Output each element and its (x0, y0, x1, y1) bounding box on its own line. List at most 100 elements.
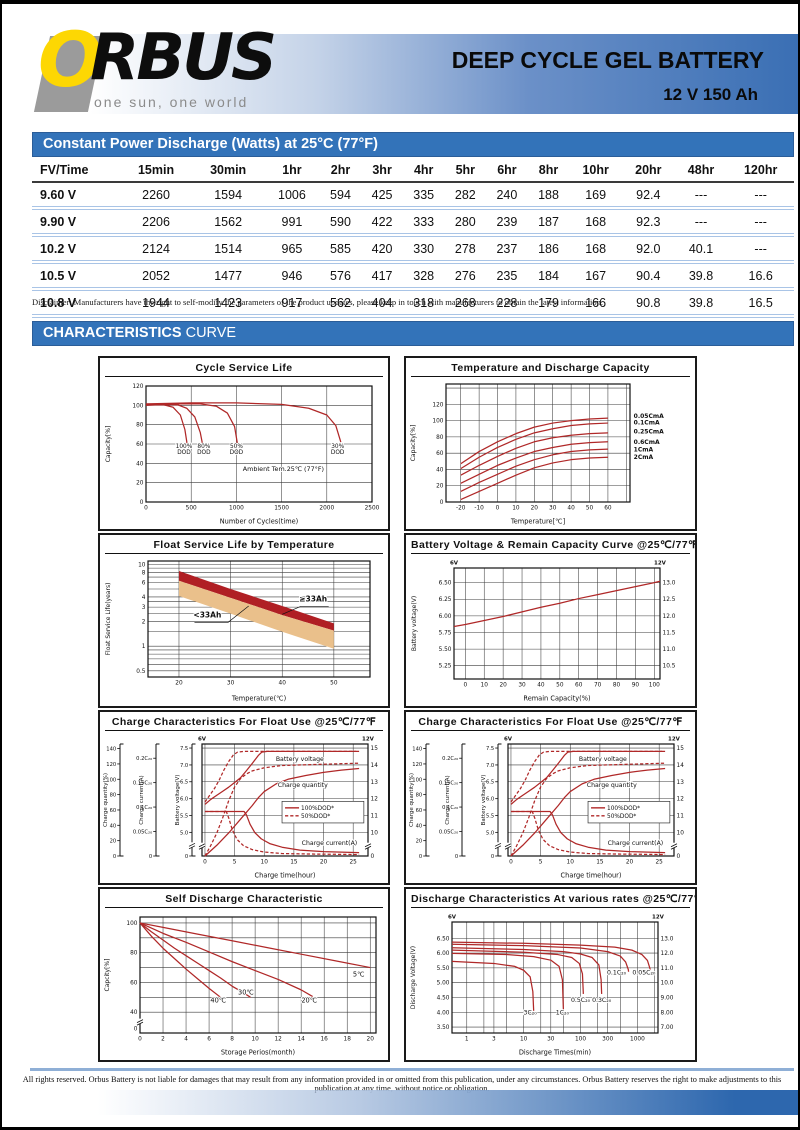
svg-text:0.2C₂₀: 0.2C₂₀ (136, 756, 152, 762)
svg-text:5.25: 5.25 (439, 664, 452, 670)
table-cell: 2260 (142, 188, 170, 202)
table-cell: 1477 (214, 269, 243, 283)
svg-text:10: 10 (481, 683, 489, 689)
table-cell: 333 (413, 215, 435, 229)
svg-text:70: 70 (594, 683, 602, 689)
svg-text:0: 0 (140, 500, 144, 506)
svg-text:10: 10 (371, 830, 379, 836)
svg-text:1000: 1000 (630, 1037, 645, 1043)
svg-text:Charge quantity(%): Charge quantity(%) (409, 773, 415, 827)
svg-text:6V: 6V (450, 561, 459, 567)
svg-text:50: 50 (586, 506, 594, 512)
svg-text:Temperature(℃): Temperature(℃) (231, 695, 286, 703)
column-header: 8hr (538, 163, 559, 177)
svg-text:Ambient Tem.25℃ (77°F): Ambient Tem.25℃ (77°F) (243, 465, 324, 473)
svg-text:6.0: 6.0 (180, 797, 188, 803)
self-discharge-chart: Self Discharge Characteristic 0 2 4 6 8 10 12 1… (98, 887, 390, 1062)
svg-text:300: 300 (602, 1037, 613, 1043)
column-header: 48hr (687, 163, 715, 177)
svg-text:120: 120 (132, 384, 143, 390)
table-cell: 39.8 (688, 269, 714, 283)
svg-text:10: 10 (138, 562, 146, 568)
table-cell: --- (694, 215, 708, 229)
svg-text:60: 60 (130, 980, 138, 986)
svg-text:25: 25 (655, 860, 663, 866)
svg-text:2CmA: 2CmA (634, 454, 654, 461)
svg-text:10: 10 (677, 830, 685, 836)
svg-text:1500: 1500 (274, 506, 289, 512)
svg-text:20: 20 (436, 484, 444, 490)
column-header: 5hr (455, 163, 476, 177)
svg-text:6.0: 6.0 (486, 797, 494, 803)
chart-title: Charge Characteristics For Float Use @25… (411, 712, 690, 731)
svg-text:80: 80 (110, 793, 117, 799)
table-cell: 39.8 (688, 296, 714, 310)
table-cell: 167 (585, 269, 607, 283)
table-cell: 240 (496, 188, 518, 202)
svg-text:2500: 2500 (365, 506, 380, 512)
table-cell: 9.60 V (40, 188, 77, 202)
svg-text:1: 1 (142, 644, 146, 650)
svg-text:0.1CmA: 0.1CmA (634, 420, 660, 427)
table-row: 9.60 V 2260 1594 1006 594 425 335 282 240 188 169 9… (32, 182, 794, 208)
svg-text:30: 30 (518, 683, 526, 689)
table-cell: 90.4 (636, 269, 661, 283)
svg-text:0.25CmA: 0.25CmA (634, 429, 664, 436)
svg-text:30: 30 (549, 506, 557, 512)
table-cell: --- (754, 188, 767, 202)
svg-text:6: 6 (207, 1037, 211, 1043)
svg-text:3.50: 3.50 (437, 1025, 450, 1031)
svg-text:3: 3 (492, 1037, 496, 1043)
chart-canvas: 20 30 40 50 0.5 1 2 3 4 6 8 10 Temperature(℃) Float S… (105, 560, 371, 703)
svg-text:Charge current(A): Charge current(A) (608, 840, 664, 847)
svg-text:100: 100 (432, 419, 443, 425)
charts-grid: Cycle Service Life 0 500 1000 1500 2000 2500 0… (98, 356, 697, 1062)
svg-text:1CmA: 1CmA (634, 447, 654, 454)
table-cell: 92.4 (636, 188, 661, 202)
svg-text:4.00: 4.00 (437, 1010, 450, 1016)
svg-text:15: 15 (596, 860, 604, 866)
svg-text:5.50: 5.50 (437, 966, 450, 972)
svg-text:8.00: 8.00 (661, 1010, 674, 1016)
table-cell: 10.5 V (40, 269, 77, 283)
table-cell: 946 (281, 269, 303, 283)
svg-text:20: 20 (531, 506, 539, 512)
svg-text:13.0: 13.0 (661, 936, 674, 942)
svg-text:15: 15 (290, 860, 298, 866)
svg-text:60: 60 (110, 808, 117, 814)
table-cell: 576 (330, 269, 351, 283)
svg-text:Charge quantity: Charge quantity (587, 782, 637, 789)
table-cell: 282 (454, 188, 476, 202)
svg-text:0.05C₂₀: 0.05C₂₀ (439, 830, 458, 836)
chart-title: Discharge Characteristics At various rat… (411, 889, 695, 908)
svg-text:7.00: 7.00 (661, 1025, 674, 1031)
table-cell: 1423 (214, 296, 243, 310)
svg-text:7.5: 7.5 (486, 746, 494, 752)
table-cell: 562 (330, 296, 351, 310)
svg-text:60: 60 (604, 506, 612, 512)
svg-text:Battery voltage: Battery voltage (276, 756, 324, 763)
table-cell: 168 (585, 215, 607, 229)
svg-text:0: 0 (371, 854, 375, 860)
svg-text:100%DOD: 100% DOD (176, 444, 193, 456)
table-cell: 235 (496, 269, 518, 283)
table-cell: 186 (538, 242, 559, 256)
svg-text:500: 500 (186, 506, 197, 512)
svg-text:Battery voltage(V): Battery voltage(V) (481, 775, 487, 826)
table-row: 10.8 V 1944 1423 917 562 404 318 268 228 179 166 90… (32, 289, 794, 316)
table-cell: 917 (281, 296, 303, 310)
cycle-service-life-chart: Cycle Service Life 0 500 1000 1500 2000 2500 0… (98, 356, 390, 531)
table-cell: 1006 (278, 188, 306, 202)
svg-text:Number of Cycles(time): Number of Cycles(time) (220, 518, 299, 526)
table-cell: 594 (330, 188, 351, 202)
table-cell: 187 (538, 215, 559, 229)
svg-text:20: 20 (110, 839, 117, 845)
svg-text:120: 120 (412, 762, 422, 768)
svg-text:11: 11 (371, 814, 379, 820)
svg-text:20℃: 20℃ (301, 997, 317, 1005)
svg-text:11: 11 (677, 814, 685, 820)
svg-text:80: 80 (416, 793, 423, 799)
svg-text:20: 20 (320, 860, 328, 866)
table-cell: 16.5 (748, 296, 773, 310)
